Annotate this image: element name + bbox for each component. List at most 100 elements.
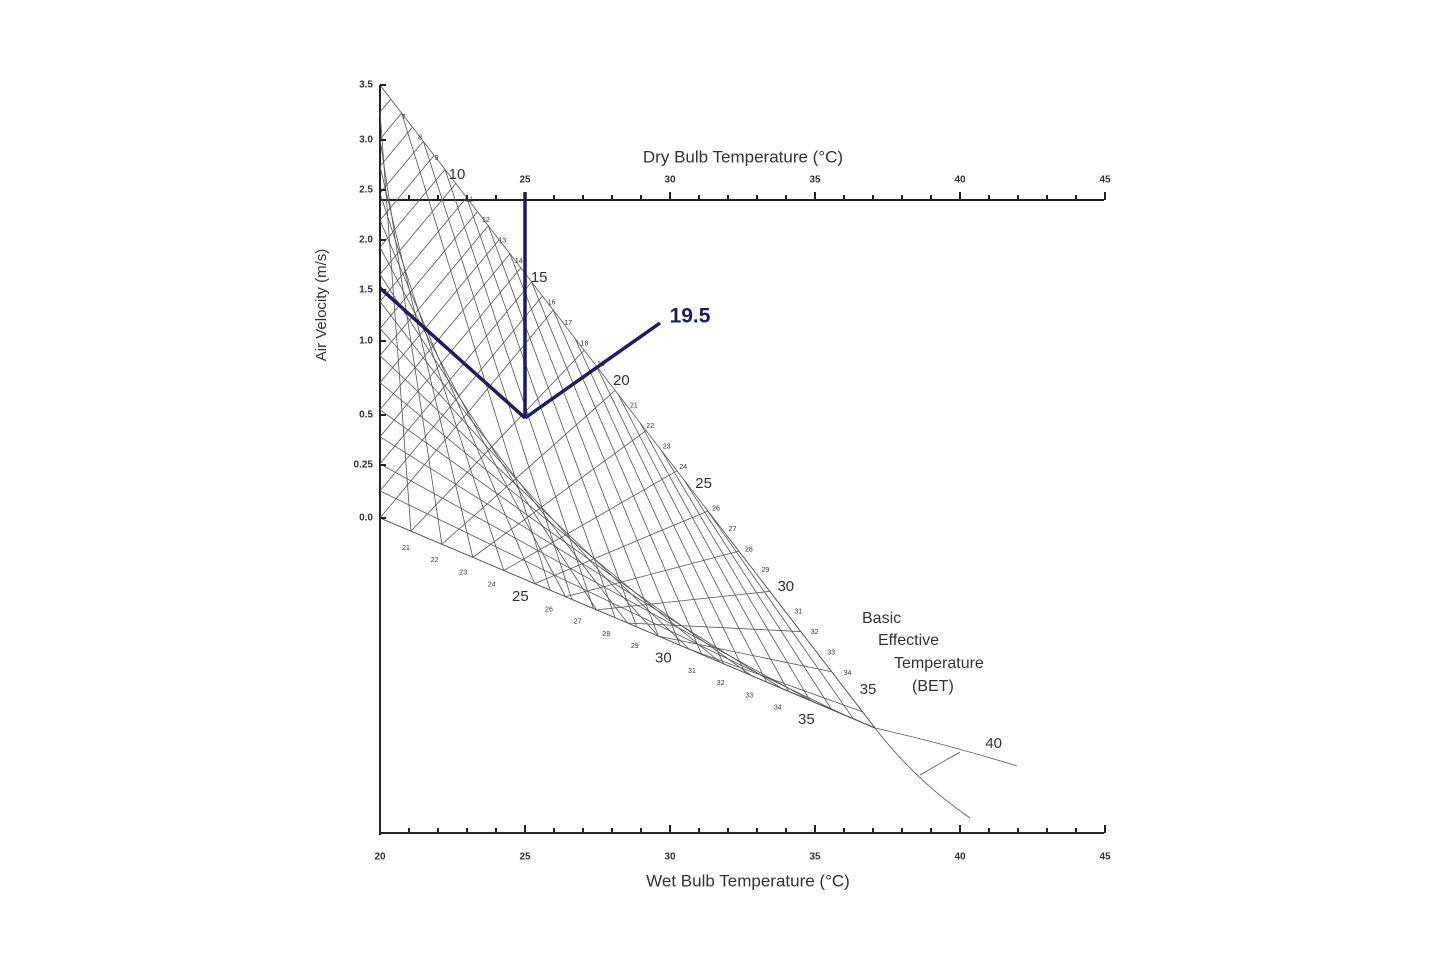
grid-line [661,450,811,701]
bet-scale-label: 27 [729,526,737,533]
wet-tick-label: 30 [664,852,676,863]
velocity-tick-label: 2.5 [359,185,373,196]
grid-line [379,253,511,411]
wet-scale-label: 35 [798,711,815,728]
bet-scale-label: 10 [449,166,466,183]
wet-scale-label: 31 [688,668,696,675]
bet-scale-label: 17 [564,320,572,327]
wet-tick-label: 45 [1099,852,1111,863]
grid-line [379,301,628,624]
bet-scale-label: 16 [548,299,556,306]
bet-scale-label: 24 [679,464,687,471]
wet-scale-label: 25 [512,588,529,605]
grid-line [596,366,746,674]
grid-line [379,355,690,650]
grid-line [565,550,739,598]
grid-line [379,281,532,465]
dry-tick-label: 25 [519,175,531,186]
wet-scale-label: 29 [631,643,639,650]
grid-line [410,349,585,532]
velocity-tick-label: 2.0 [359,235,373,246]
bet-scale-label: 12 [482,217,490,224]
bet-extension [919,751,961,776]
grid-line [444,169,594,609]
bet-title: Effective [878,632,939,649]
grid-line [379,225,489,356]
grid-line [574,338,724,664]
velocity-line [378,286,527,420]
bet-extension-label: 40 [985,735,1002,752]
wet-scale-label: 23 [459,569,467,576]
wet-scale-label: 22 [431,557,439,564]
bet-scale-label: 19 [597,361,605,368]
grid-line [726,534,876,729]
wet-scale-label: 27 [574,619,582,626]
grid-line [682,478,833,710]
wet-tick-label: 20 [374,852,386,863]
grid-line [379,197,467,302]
grid-line [596,590,770,611]
grid-line [379,98,392,113]
grid-line [379,126,413,167]
grid-line [639,422,789,692]
grid-line [627,622,801,632]
wet-scale-label: 28 [602,631,610,638]
wet-scale-label: 33 [745,692,753,699]
wet-bulb-title: Wet Bulb Temperature (°C) [646,871,850,890]
bet-scale-label: 30 [777,578,794,595]
grid-line [843,714,876,729]
construction-lines [378,192,662,420]
grid-line [379,183,457,275]
dry-tick-label: 35 [809,175,821,186]
velocity-title: Air Velocity (m/s) [313,249,330,362]
grid-line [704,506,854,720]
velocity-tick-label: 0.5 [359,410,373,421]
bet-scale-label: 9 [435,155,439,162]
wet-scale-label: 26 [545,606,553,613]
bet-scale-label: 23 [663,444,671,451]
bet-extension [874,727,971,819]
bet-scale-label: 8 [418,135,422,142]
velocity-tick-label: 0.25 [354,460,374,471]
dry-tick-label: 30 [664,175,676,186]
result-label: 19.5 [670,305,711,328]
bet-scale-label: 18 [581,341,589,348]
grid-line [534,510,709,584]
grid-line [379,141,424,194]
grid-line [379,409,752,676]
bet-scale-label: 26 [712,505,720,512]
grid-line [658,635,832,673]
bet-title: (BET) [912,678,954,695]
grid-line [401,113,551,591]
bet-scale-label: 20 [613,372,630,389]
bet-scale-label: 22 [646,423,654,430]
grid-line [379,239,500,383]
wet-scale-label: 32 [717,680,725,687]
bet-scale-label: 35 [860,681,877,698]
bet-scale-label: 13 [498,238,506,245]
grid-line [379,112,402,140]
grid-line [379,382,721,663]
wet-tick-label: 35 [809,852,821,863]
dry-bulb-title: Dry Bulb Temperature (°C) [643,147,843,166]
grid-line [379,436,783,689]
grid-line [487,225,638,628]
velocity-tick-label: 3.5 [359,80,373,91]
grid-line [509,253,659,637]
grid-line [379,490,845,716]
bet-title: Temperature [894,655,984,672]
bet-scale-label: 7 [402,114,406,121]
grid-line [689,648,863,713]
grid [379,84,1018,819]
bet-scale-label: 34 [844,670,852,677]
wet-tick-label: 40 [954,852,966,863]
grid-line [379,463,814,703]
grid-line [379,211,478,329]
bet-scale-label: 32 [811,629,819,636]
wet-scale-label: 21 [402,545,410,552]
wet-tick-label: 25 [519,852,531,863]
wet-scale-label: 30 [655,650,672,667]
bet-scale-label: 21 [630,402,638,409]
grid-line [379,155,435,221]
bet-scale-label: 28 [745,547,753,554]
